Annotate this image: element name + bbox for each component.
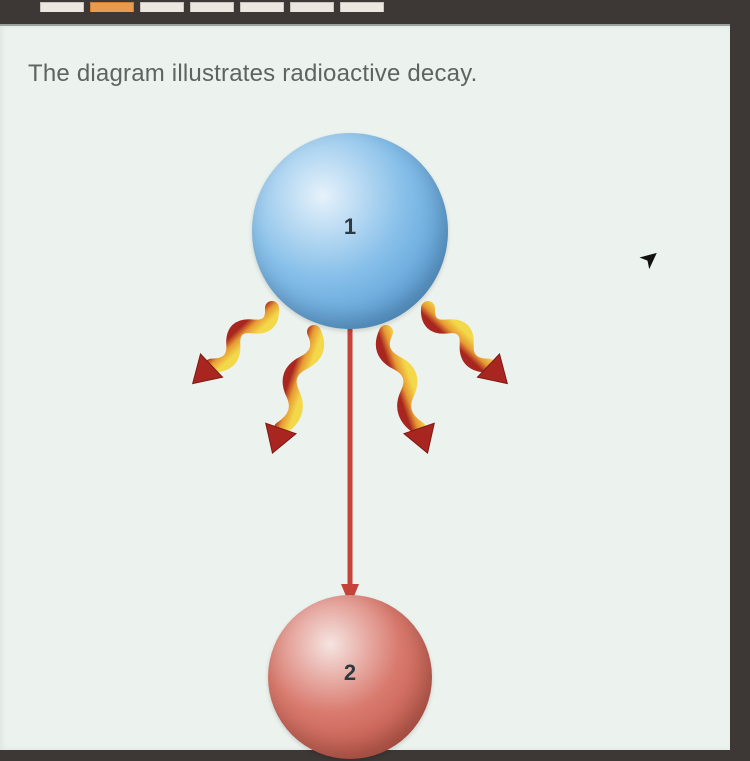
sphere-label: 1 [344,214,356,240]
radiation-wave-icon [182,296,283,395]
progress-tab[interactable] [290,2,334,12]
progress-tab[interactable] [340,2,384,12]
radiation-wave-icon [257,327,329,458]
radiation-wave-icon [371,327,443,458]
diagram-caption: The diagram illustrates radioactive deca… [28,60,478,88]
radioactive-decay-diagram: 12 [150,116,550,756]
parent-nucleus: 1 [252,133,448,329]
progress-tab[interactable] [240,2,284,12]
progress-tab[interactable] [90,2,134,12]
radiation-wave-icon [417,296,518,395]
sphere-label: 2 [344,660,356,686]
content-panel: The diagram illustrates radioactive deca… [0,24,730,750]
progress-tab[interactable] [190,2,234,12]
tab-strip [0,0,750,12]
daughter-nucleus: 2 [268,595,432,759]
mouse-cursor-icon: ➤ [633,241,667,276]
progress-tab[interactable] [40,2,84,12]
progress-tab[interactable] [140,2,184,12]
